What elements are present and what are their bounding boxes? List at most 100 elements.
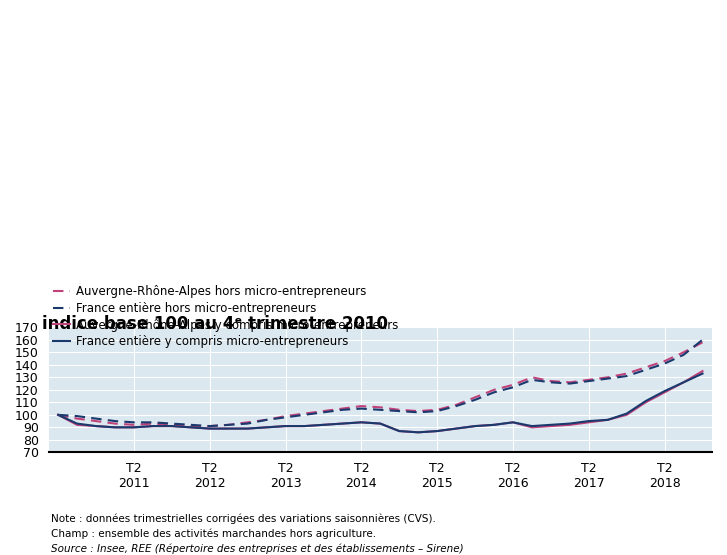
Auvergne-Rhône-Alpes hors micro-entrepreneurs bbox=[509, 381, 518, 388]
France entière y compris micro-entrepreneurs bbox=[660, 388, 669, 395]
France entière hors micro-entrepreneurs bbox=[54, 411, 63, 418]
Auvergne-Rhône-Alpes y compris micro-entrepreneurs bbox=[244, 425, 252, 432]
France entière y compris micro-entrepreneurs bbox=[433, 428, 441, 435]
France entière hors micro-entrepreneurs bbox=[205, 423, 214, 430]
France entière hors micro-entrepreneurs bbox=[167, 420, 176, 427]
Auvergne-Rhône-Alpes hors micro-entrepreneurs bbox=[433, 406, 441, 413]
Auvergne-Rhône-Alpes hors micro-entrepreneurs bbox=[111, 420, 119, 427]
Text: Source : Insee, REE (Répertoire des entreprises et des établissements – Sirene): Source : Insee, REE (Répertoire des entr… bbox=[51, 543, 464, 554]
France entière y compris micro-entrepreneurs bbox=[129, 424, 138, 431]
France entière hors micro-entrepreneurs bbox=[585, 378, 593, 385]
France entière hors micro-entrepreneurs bbox=[148, 419, 157, 426]
Auvergne-Rhône-Alpes y compris micro-entrepreneurs bbox=[679, 379, 688, 386]
France entière y compris micro-entrepreneurs bbox=[167, 423, 176, 430]
France entière y compris micro-entrepreneurs bbox=[547, 421, 555, 428]
France entière hors micro-entrepreneurs bbox=[566, 380, 574, 387]
France entière y compris micro-entrepreneurs bbox=[54, 411, 63, 418]
Auvergne-Rhône-Alpes y compris micro-entrepreneurs bbox=[547, 423, 555, 430]
Auvergne-Rhône-Alpes hors micro-entrepreneurs bbox=[148, 420, 157, 427]
France entière y compris micro-entrepreneurs bbox=[262, 424, 271, 431]
Legend: Auvergne-Rhône-Alpes hors micro-entrepreneurs, France entière hors micro-entrepr: Auvergne-Rhône-Alpes hors micro-entrepre… bbox=[48, 281, 403, 353]
Auvergne-Rhône-Alpes hors micro-entrepreneurs bbox=[490, 386, 499, 393]
France entière y compris micro-entrepreneurs bbox=[490, 421, 499, 428]
Auvergne-Rhône-Alpes y compris micro-entrepreneurs bbox=[622, 411, 631, 418]
Auvergne-Rhône-Alpes y compris micro-entrepreneurs bbox=[319, 421, 328, 428]
Auvergne-Rhône-Alpes y compris micro-entrepreneurs bbox=[509, 419, 518, 426]
Auvergne-Rhône-Alpes hors micro-entrepreneurs bbox=[660, 358, 669, 365]
France entière hors micro-entrepreneurs bbox=[73, 413, 81, 420]
Line: Auvergne-Rhône-Alpes hors micro-entrepreneurs: Auvergne-Rhône-Alpes hors micro-entrepre… bbox=[58, 342, 702, 426]
France entière y compris micro-entrepreneurs bbox=[395, 428, 403, 435]
France entière hors micro-entrepreneurs bbox=[129, 419, 138, 426]
Auvergne-Rhône-Alpes y compris micro-entrepreneurs bbox=[585, 419, 593, 426]
Text: Note : données trimestrielles corrigées des variations saisonnières (CVS).: Note : données trimestrielles corrigées … bbox=[51, 513, 435, 524]
France entière y compris micro-entrepreneurs bbox=[281, 423, 290, 430]
France entière y compris micro-entrepreneurs bbox=[528, 423, 537, 430]
France entière hors micro-entrepreneurs bbox=[451, 403, 460, 410]
Auvergne-Rhône-Alpes hors micro-entrepreneurs bbox=[300, 410, 309, 417]
France entière y compris micro-entrepreneurs bbox=[338, 420, 347, 427]
Auvergne-Rhône-Alpes y compris micro-entrepreneurs bbox=[300, 423, 309, 430]
Text: indice base 100 au 4ᵉ trimestre 2010: indice base 100 au 4ᵉ trimestre 2010 bbox=[42, 315, 388, 333]
Auvergne-Rhône-Alpes hors micro-entrepreneurs bbox=[281, 413, 290, 420]
Auvergne-Rhône-Alpes hors micro-entrepreneurs bbox=[338, 405, 347, 412]
Auvergne-Rhône-Alpes y compris micro-entrepreneurs bbox=[111, 424, 119, 431]
Line: Auvergne-Rhône-Alpes y compris micro-entrepreneurs: Auvergne-Rhône-Alpes y compris micro-ent… bbox=[58, 371, 702, 432]
Auvergne-Rhône-Alpes hors micro-entrepreneurs bbox=[451, 401, 460, 408]
Auvergne-Rhône-Alpes y compris micro-entrepreneurs bbox=[566, 421, 574, 428]
France entière y compris micro-entrepreneurs bbox=[622, 410, 631, 417]
France entière y compris micro-entrepreneurs bbox=[111, 424, 119, 431]
Line: France entière hors micro-entrepreneurs: France entière hors micro-entrepreneurs bbox=[58, 340, 702, 426]
France entière hors micro-entrepreneurs bbox=[414, 409, 422, 416]
France entière y compris micro-entrepreneurs bbox=[205, 425, 214, 432]
Auvergne-Rhône-Alpes hors micro-entrepreneurs bbox=[244, 419, 252, 426]
France entière y compris micro-entrepreneurs bbox=[470, 423, 479, 430]
France entière hors micro-entrepreneurs bbox=[357, 405, 366, 412]
Auvergne-Rhône-Alpes hors micro-entrepreneurs bbox=[92, 418, 100, 425]
Auvergne-Rhône-Alpes y compris micro-entrepreneurs bbox=[357, 419, 366, 426]
Auvergne-Rhône-Alpes hors micro-entrepreneurs bbox=[73, 415, 81, 422]
Auvergne-Rhône-Alpes hors micro-entrepreneurs bbox=[414, 408, 422, 415]
Auvergne-Rhône-Alpes y compris micro-entrepreneurs bbox=[451, 425, 460, 432]
Auvergne-Rhône-Alpes y compris micro-entrepreneurs bbox=[281, 423, 290, 430]
France entière hors micro-entrepreneurs bbox=[660, 360, 669, 367]
Auvergne-Rhône-Alpes y compris micro-entrepreneurs bbox=[54, 411, 63, 418]
Auvergne-Rhône-Alpes hors micro-entrepreneurs bbox=[641, 364, 650, 371]
Auvergne-Rhône-Alpes y compris micro-entrepreneurs bbox=[205, 425, 214, 432]
Auvergne-Rhône-Alpes hors micro-entrepreneurs bbox=[319, 408, 328, 415]
France entière y compris micro-entrepreneurs bbox=[319, 421, 328, 428]
Auvergne-Rhône-Alpes y compris micro-entrepreneurs bbox=[414, 429, 422, 436]
France entière hors micro-entrepreneurs bbox=[679, 351, 688, 358]
France entière y compris micro-entrepreneurs bbox=[92, 423, 100, 430]
France entière hors micro-entrepreneurs bbox=[641, 366, 650, 373]
Auvergne-Rhône-Alpes hors micro-entrepreneurs bbox=[585, 376, 593, 383]
Auvergne-Rhône-Alpes hors micro-entrepreneurs bbox=[376, 404, 385, 411]
France entière y compris micro-entrepreneurs bbox=[451, 425, 460, 432]
Auvergne-Rhône-Alpes y compris micro-entrepreneurs bbox=[225, 425, 233, 432]
Auvergne-Rhône-Alpes hors micro-entrepreneurs bbox=[528, 374, 537, 381]
Auvergne-Rhône-Alpes y compris micro-entrepreneurs bbox=[470, 423, 479, 430]
Auvergne-Rhône-Alpes hors micro-entrepreneurs bbox=[566, 379, 574, 386]
Auvergne-Rhône-Alpes hors micro-entrepreneurs bbox=[395, 406, 403, 413]
Auvergne-Rhône-Alpes hors micro-entrepreneurs bbox=[622, 370, 631, 377]
Auvergne-Rhône-Alpes y compris micro-entrepreneurs bbox=[167, 423, 176, 430]
Auvergne-Rhône-Alpes hors micro-entrepreneurs bbox=[262, 416, 271, 423]
Auvergne-Rhône-Alpes hors micro-entrepreneurs bbox=[470, 394, 479, 401]
France entière y compris micro-entrepreneurs bbox=[244, 425, 252, 432]
France entière hors micro-entrepreneurs bbox=[281, 414, 290, 421]
France entière hors micro-entrepreneurs bbox=[490, 389, 499, 396]
France entière hors micro-entrepreneurs bbox=[433, 408, 441, 415]
Auvergne-Rhône-Alpes y compris micro-entrepreneurs bbox=[186, 424, 195, 431]
Line: France entière y compris micro-entrepreneurs: France entière y compris micro-entrepren… bbox=[58, 374, 702, 432]
France entière y compris micro-entrepreneurs bbox=[225, 425, 233, 432]
France entière y compris micro-entrepreneurs bbox=[376, 420, 385, 427]
France entière y compris micro-entrepreneurs bbox=[641, 398, 650, 405]
Auvergne-Rhône-Alpes y compris micro-entrepreneurs bbox=[641, 399, 650, 406]
France entière hors micro-entrepreneurs bbox=[509, 384, 518, 391]
France entière hors micro-entrepreneurs bbox=[262, 416, 271, 423]
France entière y compris micro-entrepreneurs bbox=[414, 429, 422, 436]
Auvergne-Rhône-Alpes hors micro-entrepreneurs bbox=[225, 421, 233, 428]
Auvergne-Rhône-Alpes y compris micro-entrepreneurs bbox=[528, 424, 537, 431]
Auvergne-Rhône-Alpes y compris micro-entrepreneurs bbox=[338, 420, 347, 427]
France entière y compris micro-entrepreneurs bbox=[509, 419, 518, 426]
